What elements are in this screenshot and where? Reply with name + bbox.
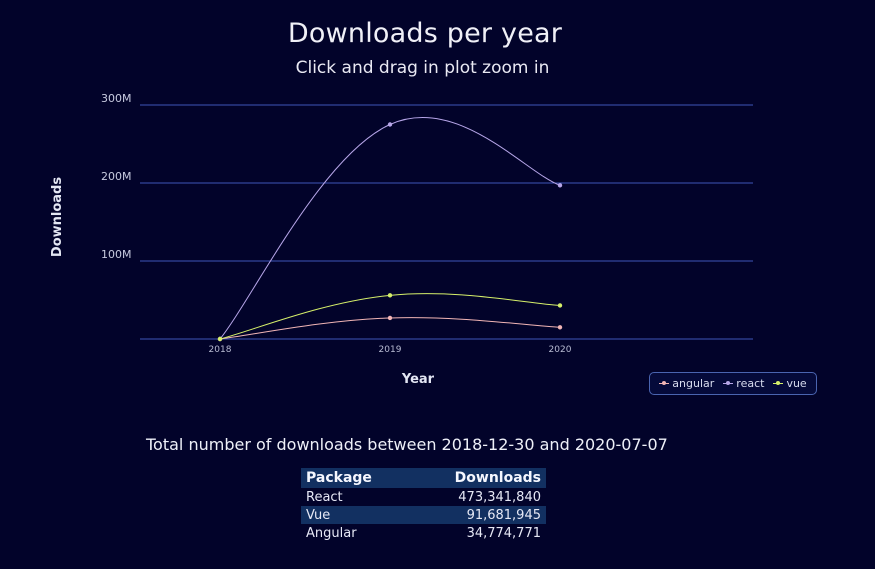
package-name-cell: Vue	[301, 506, 409, 524]
chart-title: Downloads per year	[287, 18, 563, 49]
x-tick-label: 2020	[549, 345, 572, 355]
vue-data-point[interactable]	[217, 336, 223, 342]
download-count-cell: 473,341,840	[458, 489, 541, 505]
legend-item-vue[interactable]: vue	[773, 377, 807, 390]
package-column-header: Package	[301, 468, 409, 488]
downloads-line-chart[interactable]: 100M 200M 300M 2018 2019 2020 Year Downloads	[0, 0, 875, 410]
vue-data-point[interactable]	[387, 293, 393, 298]
react-data-point[interactable]	[387, 122, 393, 127]
downloads-column-header: Downloads	[408, 468, 546, 488]
legend-line-marker-icon	[659, 380, 670, 388]
table-row: React 473,341,840	[301, 488, 546, 506]
vue-data-point[interactable]	[557, 303, 563, 308]
legend-item-react[interactable]: react	[723, 377, 764, 390]
x-tick-label: 2018	[209, 345, 232, 355]
legend-line-marker-icon	[773, 380, 784, 388]
react-series-line	[219, 117, 561, 340]
x-axis-label: Year	[401, 372, 435, 387]
y-axis-label: Downloads	[50, 177, 65, 257]
package-name-cell: Angular	[306, 525, 357, 541]
table-row: Vue 91,681,945	[301, 506, 546, 524]
package-name-cell: React	[306, 489, 343, 505]
legend-item-angular[interactable]: angular	[659, 377, 714, 390]
download-count-cell: 91,681,945	[408, 506, 546, 524]
x-tick-label: 2019	[379, 345, 402, 355]
legend-label: vue	[786, 377, 807, 390]
chart-legend: angular react vue	[649, 372, 817, 395]
angular-series-line	[219, 317, 561, 340]
y-tick-label: 100M	[101, 248, 132, 261]
angular-data-point[interactable]	[387, 315, 393, 321]
y-tick-label: 200M	[101, 170, 132, 183]
table-header-row: Package Downloads	[301, 468, 546, 488]
y-tick-label: 300M	[101, 92, 132, 105]
download-count-cell: 34,774,771	[466, 525, 541, 541]
chart-subtitle: Click and drag in plot zoom in	[295, 58, 550, 78]
legend-label: react	[736, 377, 765, 390]
react-data-point[interactable]	[557, 183, 563, 188]
table-row: Angular 34,774,771	[301, 524, 546, 542]
legend-line-marker-icon	[723, 380, 734, 388]
downloads-table: Package Downloads React 473,341,840 Vue …	[301, 468, 546, 542]
downloads-summary-text: Total number of downloads between 2018-1…	[146, 435, 668, 454]
angular-data-point[interactable]	[557, 325, 563, 330]
legend-label: angular	[672, 377, 715, 390]
